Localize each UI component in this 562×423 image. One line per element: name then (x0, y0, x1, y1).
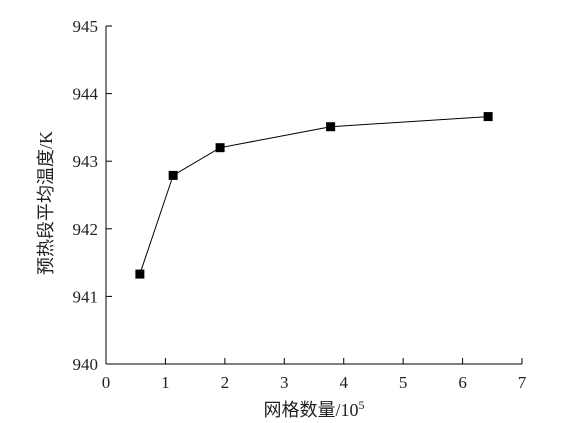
x-tick-label: 2 (221, 373, 230, 392)
x-tick-label: 1 (161, 373, 170, 392)
x-tick-label: 7 (518, 373, 527, 392)
y-tick-label: 943 (73, 152, 99, 171)
y-tick-label: 941 (73, 287, 99, 306)
axes-layer (105, 26, 522, 365)
data-point-marker (168, 170, 178, 180)
x-axis-title-text: 网格数量/10 (263, 400, 358, 420)
y-tick-label: 942 (73, 220, 99, 239)
ticks-layer: 0 1 2 3 4 5 6 7 940 941 942 943 944 945 (73, 17, 527, 392)
data-point-marker (483, 112, 493, 122)
series-layer (135, 112, 493, 279)
x-tick-label: 5 (399, 373, 408, 392)
data-point-marker (135, 269, 145, 279)
x-axis-title-exponent: 5 (359, 398, 365, 412)
y-axis-title: 预热段平均温度/K (36, 131, 56, 275)
x-tick-label: 0 (102, 373, 111, 392)
x-tick-label: 3 (280, 373, 289, 392)
x-axis-title: 网格数量/105 (263, 398, 364, 420)
y-tick-label: 945 (73, 17, 99, 36)
y-tick-label: 944 (73, 85, 99, 104)
data-point-marker (215, 143, 225, 153)
data-point-marker (326, 122, 336, 132)
x-tick-label: 4 (339, 373, 348, 392)
x-tick-label: 6 (458, 373, 467, 392)
y-tick-label: 940 (73, 355, 99, 374)
labels-layer: 网格数量/105 预热段平均温度/K (36, 131, 365, 420)
series-line (139, 116, 489, 275)
